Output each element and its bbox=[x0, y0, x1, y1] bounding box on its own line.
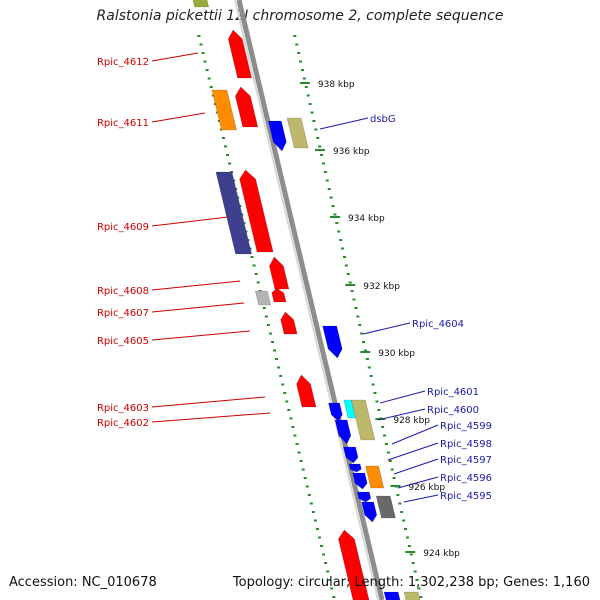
leader-line bbox=[397, 476, 439, 489]
gene-arrow bbox=[338, 529, 370, 600]
gene-arrow bbox=[350, 399, 376, 441]
gene-arrow bbox=[267, 120, 287, 152]
kbp-label: 930 kbp bbox=[378, 349, 415, 359]
gene-arrow bbox=[352, 472, 368, 490]
gene-arrow bbox=[215, 171, 252, 255]
gene-label-right: dsbG bbox=[370, 114, 396, 125]
gene-label-right: Rpic_4596 bbox=[440, 473, 492, 484]
map-title: Ralstonia pickettii 12J chromosome 2, co… bbox=[96, 8, 504, 24]
leader-line bbox=[391, 424, 439, 445]
kbp-label: 924 kbp bbox=[423, 549, 460, 559]
gene-arrow bbox=[296, 374, 317, 408]
gene-arrow bbox=[235, 86, 259, 128]
leader-line bbox=[151, 216, 229, 227]
gene-label-left: Rpic_4603 bbox=[97, 403, 149, 414]
leader-line bbox=[151, 280, 241, 291]
leader-line bbox=[403, 494, 439, 503]
backbone-line bbox=[236, 0, 385, 600]
kbp-label: 926 kbp bbox=[408, 483, 445, 493]
gene-arrow bbox=[365, 465, 385, 489]
gene-label-left: Rpic_4611 bbox=[97, 118, 149, 129]
leader-line bbox=[151, 112, 206, 123]
leader-line bbox=[377, 408, 426, 421]
gene-label-right: Rpic_4595 bbox=[440, 491, 492, 502]
kbp-label: 936 kbp bbox=[333, 147, 370, 157]
leader-line bbox=[379, 390, 426, 404]
leader-line bbox=[319, 117, 369, 130]
leader-line bbox=[151, 396, 266, 408]
backbone-shadow bbox=[234, 0, 379, 600]
gene-arrow bbox=[227, 29, 253, 79]
kbp-label: 932 kbp bbox=[363, 282, 400, 292]
gene-arrow bbox=[192, 0, 210, 8]
gene-arrow bbox=[375, 495, 396, 519]
gene-label-left: Rpic_4608 bbox=[97, 286, 149, 297]
gene-label-left: Rpic_4607 bbox=[97, 308, 149, 319]
gene-arrow bbox=[254, 290, 272, 306]
gene-arrow bbox=[383, 591, 401, 600]
gene-label-right: Rpic_4601 bbox=[427, 387, 479, 398]
leader-line bbox=[151, 52, 199, 62]
gene-label-left: Rpic_4602 bbox=[97, 418, 149, 429]
gene-arrow bbox=[403, 591, 421, 600]
leader-line bbox=[393, 458, 439, 475]
leader-line bbox=[151, 302, 245, 313]
gene-label-right: Rpic_4597 bbox=[440, 455, 492, 466]
kbp-label: 928 kbp bbox=[393, 416, 430, 426]
gene-label-right: Rpic_4599 bbox=[440, 421, 492, 432]
gene-label-right: Rpic_4598 bbox=[440, 439, 492, 450]
gene-arrow bbox=[322, 325, 343, 359]
gene-label-left: Rpic_4605 bbox=[97, 336, 149, 347]
gene-arrow bbox=[211, 89, 237, 131]
gene-arrow bbox=[356, 491, 372, 503]
accession-text: Accession: NC_010678 bbox=[9, 575, 157, 590]
gene-arrow bbox=[286, 117, 309, 149]
leader-line bbox=[362, 322, 411, 335]
gene-arrow bbox=[361, 501, 378, 523]
gene-arrow bbox=[269, 256, 290, 290]
leader-line bbox=[151, 412, 271, 423]
gene-arrow bbox=[328, 402, 343, 422]
gene-label-left: Rpic_4612 bbox=[97, 57, 149, 68]
gene-arrow bbox=[348, 463, 362, 473]
gene-arrow bbox=[239, 169, 274, 253]
topology-text: Topology: circular; Length: 1,302,238 bp… bbox=[232, 575, 590, 590]
kbp-label: 934 kbp bbox=[348, 214, 385, 224]
leader-line bbox=[151, 330, 251, 341]
gene-arrow bbox=[280, 311, 298, 335]
gene-arrow bbox=[271, 287, 287, 303]
gene-label-left: Rpic_4609 bbox=[97, 222, 149, 233]
leader-line bbox=[387, 442, 439, 461]
gene-label-right: Rpic_4600 bbox=[427, 405, 479, 416]
gene-arrow bbox=[334, 419, 352, 445]
gene-arrow bbox=[343, 446, 359, 464]
kbp-label: 938 kbp bbox=[318, 80, 355, 90]
gene-label-right: Rpic_4604 bbox=[412, 319, 464, 330]
